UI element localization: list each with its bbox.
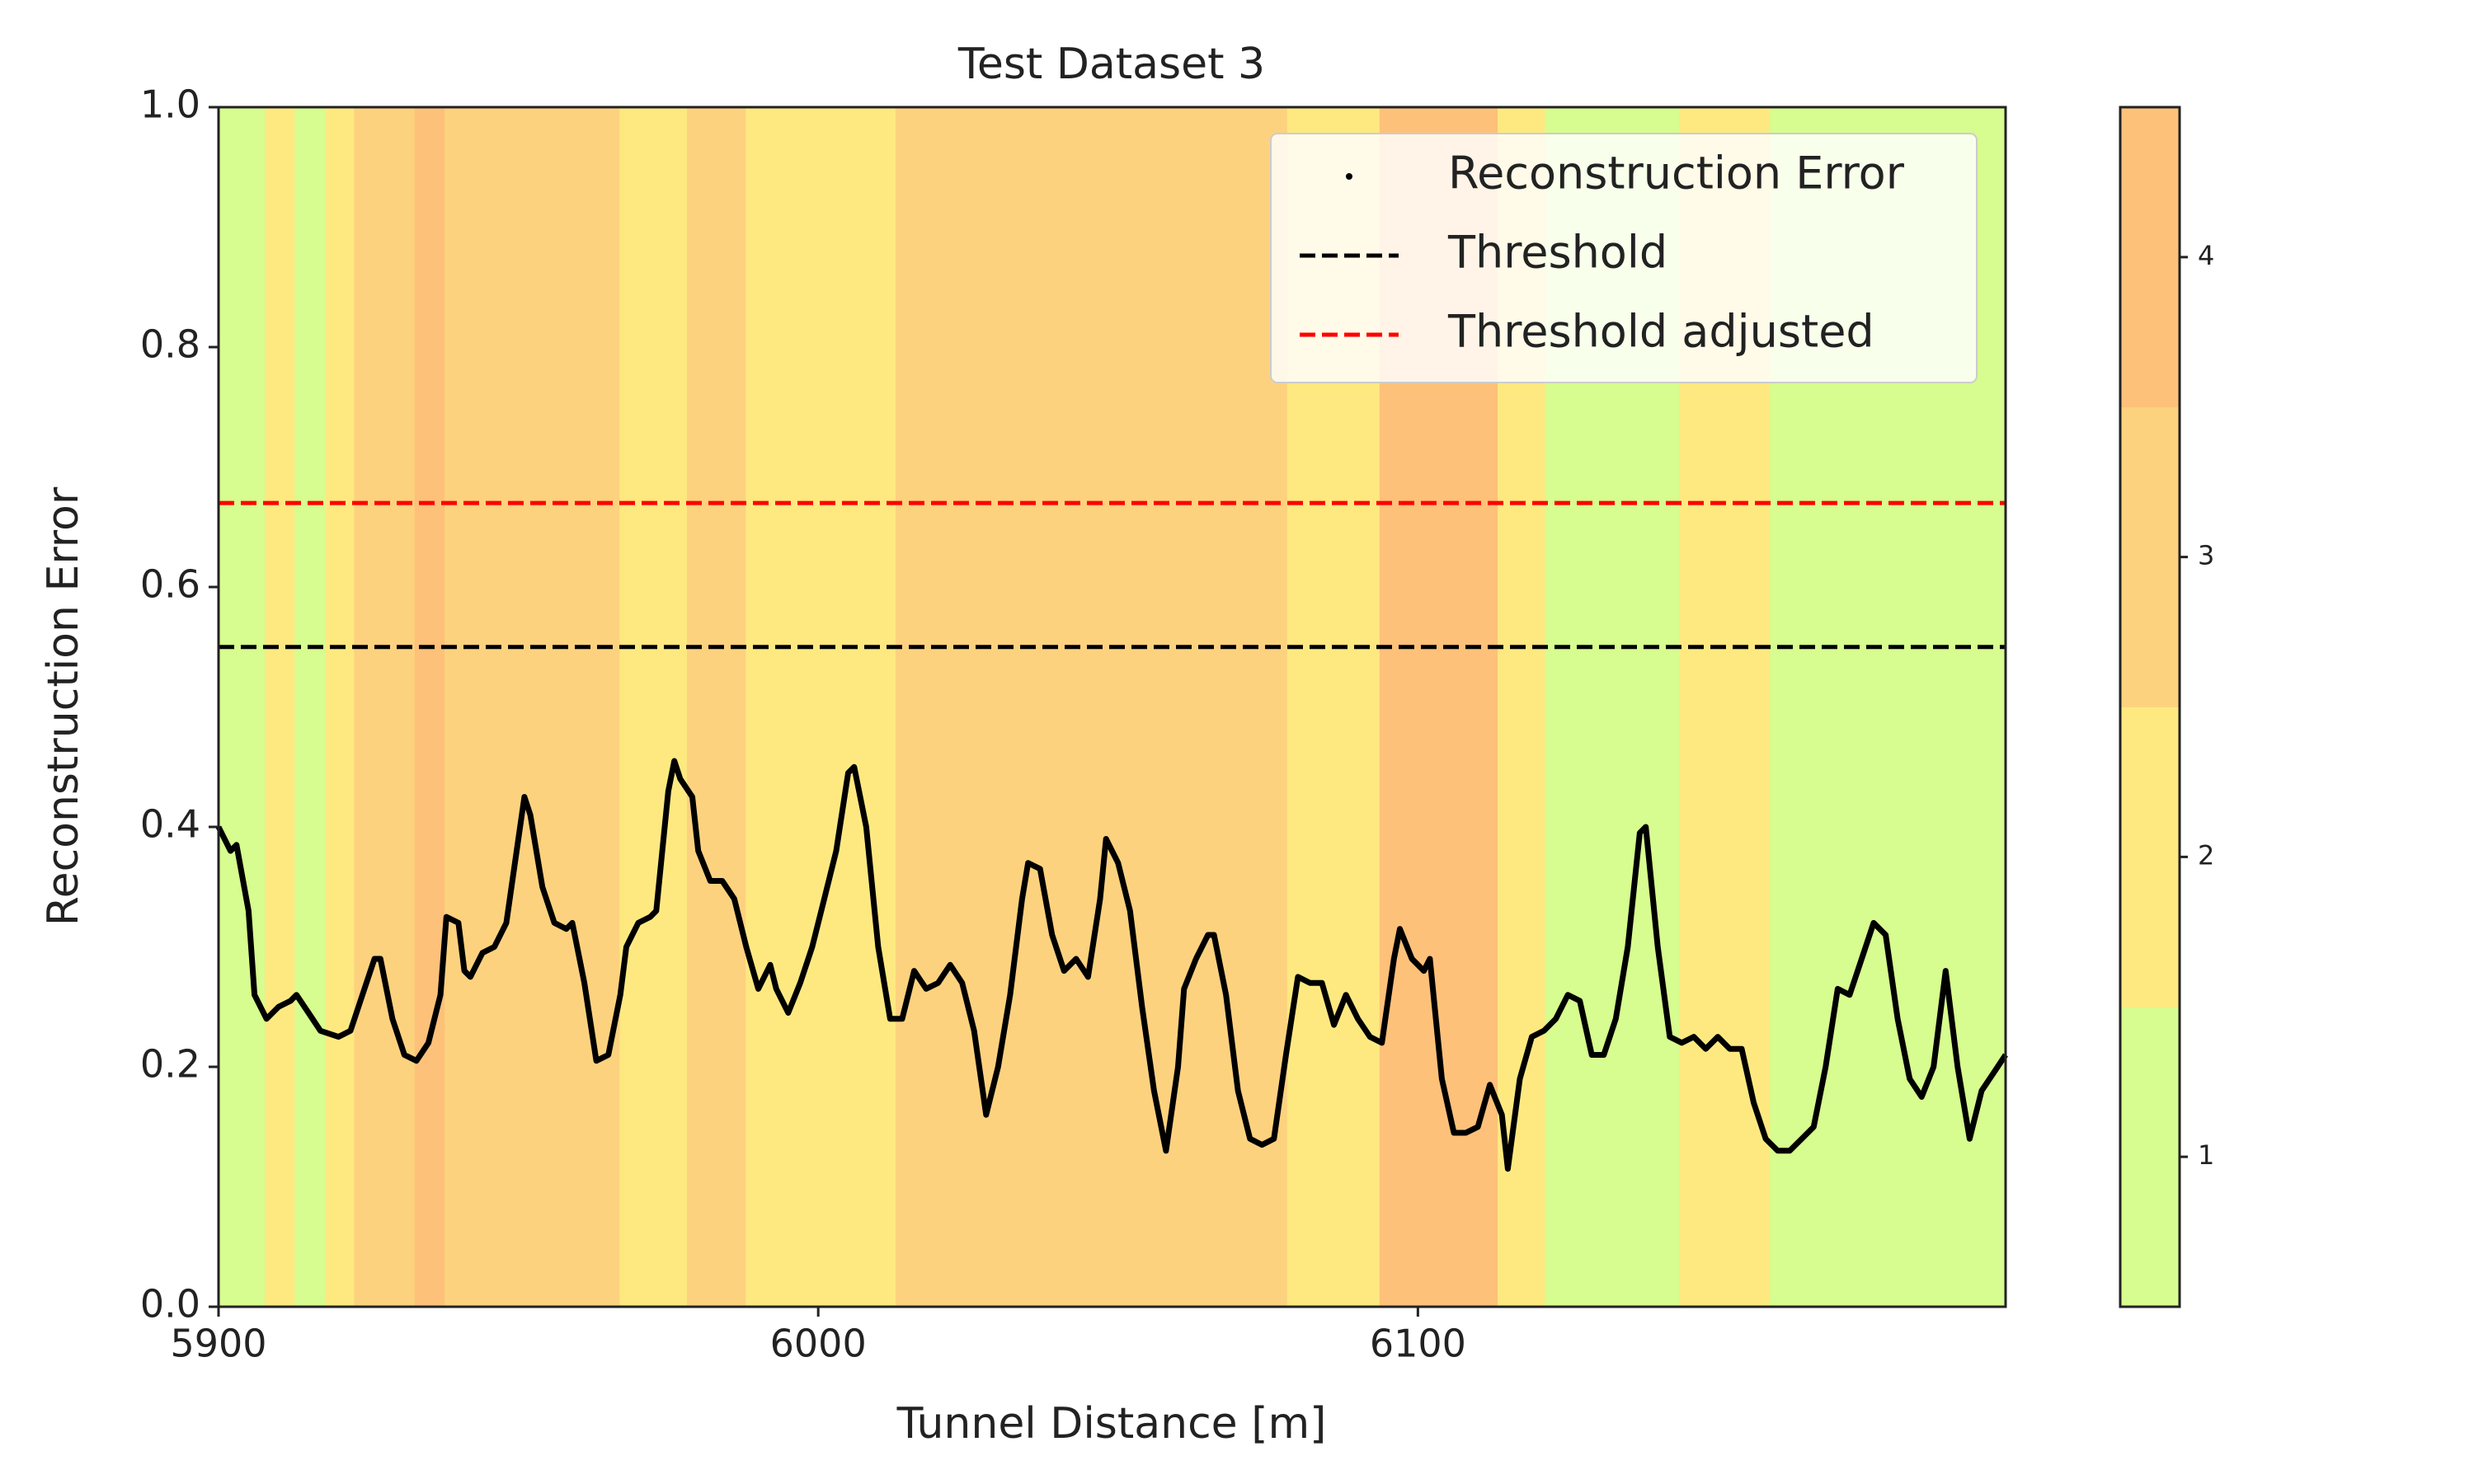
x-tick-label: 6000 <box>770 1322 867 1366</box>
class-band <box>745 107 770 1307</box>
class-band <box>769 107 896 1307</box>
x-tick-label: 6100 <box>1370 1322 1466 1366</box>
legend-label: Threshold adjusted <box>1447 306 1874 358</box>
x-axis-label: Tunnel Distance [m] <box>896 1399 1327 1449</box>
legend-label: Threshold <box>1447 227 1667 279</box>
class-band <box>686 107 746 1307</box>
colorbar-segment <box>2120 1007 2180 1308</box>
y-axis-label: Reconstruction Error <box>39 486 88 926</box>
y-tick-label: 0.6 <box>140 562 200 607</box>
legend-marker <box>1346 173 1352 180</box>
class-band <box>219 107 266 1307</box>
class-band <box>354 107 416 1307</box>
plot-frame <box>217 106 2007 1308</box>
colorbar-tick-label: 2 <box>2198 839 2214 871</box>
y-tick-label: 0.4 <box>140 802 200 847</box>
colorbar-tick-label: 3 <box>2198 540 2214 571</box>
class-band <box>414 107 445 1307</box>
legend-label: Reconstruction Error <box>1448 148 1905 200</box>
class-band <box>325 107 355 1307</box>
y-tick-label: 0.8 <box>140 322 200 367</box>
colorbar-tick-label: 4 <box>2198 240 2214 271</box>
y-tick-label: 1.0 <box>140 82 200 127</box>
colorbar-frame <box>2119 106 2181 1308</box>
y-tick-label: 0.2 <box>140 1042 200 1087</box>
chart-title: Test Dataset 3 <box>957 40 1265 89</box>
colorbar-segment <box>2120 107 2180 408</box>
colorbar-segment <box>2120 406 2180 707</box>
class-band <box>444 107 620 1307</box>
error-line <box>215 758 2008 1172</box>
legend-box <box>1270 133 1978 383</box>
class-band <box>264 107 295 1307</box>
colorbar-segment <box>2120 707 2180 1007</box>
x-tick-label: 5900 <box>170 1322 266 1366</box>
class-band <box>294 107 326 1307</box>
class-band <box>895 107 1288 1307</box>
class-band <box>619 107 688 1307</box>
colorbar-tick-label: 1 <box>2198 1139 2214 1171</box>
y-tick-label: 0.0 <box>140 1282 200 1327</box>
